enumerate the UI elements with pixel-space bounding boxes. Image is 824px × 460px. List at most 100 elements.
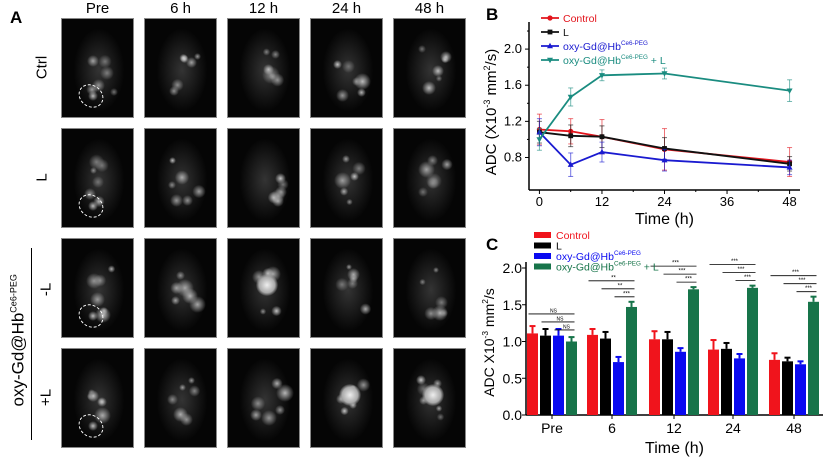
- legend-name: L: [563, 27, 569, 39]
- data-point: [536, 137, 543, 143]
- legend-name: Control: [563, 13, 597, 25]
- signal-spot: [259, 307, 267, 315]
- signal-spot: [357, 87, 367, 97]
- signal-spot: [276, 384, 294, 402]
- x-tick-label: 48: [782, 194, 796, 209]
- bar: [540, 335, 551, 415]
- bar: [527, 333, 538, 415]
- legend-name: oxy-Gd@Hb: [556, 251, 614, 263]
- signal-spot: [335, 88, 349, 102]
- signal-spot: [86, 83, 98, 95]
- y-axis-label: ADC X10-3 mm2/s: [480, 288, 497, 397]
- signal-spot: [441, 158, 453, 171]
- signal-spot: [271, 377, 283, 389]
- legend-label: L: [556, 241, 562, 253]
- bar: [769, 359, 780, 415]
- y-tick-label: 1.6: [504, 77, 522, 92]
- y-axis-label-part: /s: [481, 288, 497, 299]
- legend-label: oxy-Gd@HbCe6-PEG + L: [556, 261, 659, 274]
- signal-spot: [356, 378, 371, 392]
- significance-label: ***: [744, 275, 752, 281]
- series-3: oxy-Gd@HbCe6-PEG + L: [536, 54, 793, 151]
- signal-spot: [96, 397, 107, 407]
- signal-spot: [439, 50, 453, 63]
- bar: [734, 358, 745, 415]
- signal-spot: [94, 407, 111, 424]
- legend-label: Control: [556, 230, 590, 242]
- signal-spot: [91, 79, 106, 93]
- signal-spot: [110, 87, 119, 96]
- column-header: 48 h: [414, 0, 445, 17]
- signal-spot: [99, 65, 114, 80]
- tumor-signal: [422, 384, 444, 406]
- data-point: [547, 42, 553, 49]
- mri-image: [61, 348, 134, 448]
- tumor-spot: [88, 201, 98, 211]
- legend-swatch: [534, 232, 551, 238]
- signal-spot: [97, 54, 112, 69]
- signal-spot: [188, 377, 196, 385]
- signal-spot: [432, 65, 444, 77]
- group-divider: [31, 248, 32, 440]
- bar: [808, 301, 819, 415]
- signal-spot: [416, 375, 426, 385]
- signal-spot: [339, 406, 349, 416]
- mri-image: [393, 348, 466, 448]
- y-axis-label-part: 2: [480, 299, 490, 304]
- signal-spot: [262, 48, 271, 56]
- signal-spot: [170, 281, 184, 295]
- signal-spot: [182, 194, 194, 207]
- x-axis-label: Time (h): [635, 211, 694, 228]
- signal-spot: [435, 75, 443, 82]
- significance-label: NS: [563, 324, 571, 330]
- tumor-spot: [88, 421, 98, 431]
- y-axis-label-part: /s): [483, 49, 500, 66]
- y-tick-label: 0.0: [503, 407, 523, 423]
- tumor-signal: [256, 274, 278, 296]
- significance-label: ***: [792, 270, 800, 276]
- tissue-signal: [157, 359, 207, 441]
- signal-spot: [346, 277, 359, 290]
- signal-spot: [192, 184, 207, 199]
- panel-b-label: B: [486, 5, 499, 24]
- y-axis-label: ADC (X10-3 mm2/s): [482, 49, 500, 175]
- data-point: [598, 73, 605, 79]
- bar: [649, 339, 660, 415]
- mri-image: [393, 128, 466, 228]
- signal-spot: [169, 85, 180, 96]
- signal-spot: [95, 158, 109, 173]
- tissue-signal: [406, 29, 456, 111]
- signal-spot: [170, 194, 183, 207]
- y-axis-label-part: mm: [483, 70, 500, 99]
- significance-label: NS: [550, 308, 558, 314]
- legend-name: oxy-Gd@Hb: [563, 41, 621, 53]
- legend-label: oxy-Gd@HbCe6-PEG: [556, 250, 641, 263]
- bar: [566, 341, 577, 415]
- mri-image: [310, 238, 383, 338]
- mri-image: [61, 128, 134, 228]
- signal-spot: [359, 303, 372, 315]
- signal-spot: [181, 287, 198, 304]
- bar: [626, 306, 637, 415]
- data-point: [567, 161, 574, 167]
- y-tick-label: 1.5: [503, 297, 523, 313]
- significance-label: ***: [737, 267, 745, 273]
- tissue-signal: [323, 249, 373, 331]
- significance-label: ***: [678, 269, 686, 275]
- y-tick-label: 1.2: [504, 113, 522, 128]
- bar: [600, 338, 611, 415]
- signal-spot: [435, 295, 449, 309]
- legend-name-suffix: + L: [648, 55, 666, 67]
- mri-image: [227, 128, 300, 228]
- legend-name-sup: Ce6-PEG: [621, 40, 648, 47]
- mri-image: [144, 348, 217, 448]
- x-axis-label: Time (h): [645, 440, 704, 457]
- significance-label: **: [618, 283, 623, 289]
- data-point: [567, 94, 574, 101]
- signal-spot: [250, 396, 266, 412]
- significance-label: ***: [672, 261, 680, 267]
- bar: [782, 361, 793, 415]
- significance-label: **: [611, 275, 616, 281]
- signal-spot: [86, 273, 103, 290]
- mri-image: [227, 238, 300, 338]
